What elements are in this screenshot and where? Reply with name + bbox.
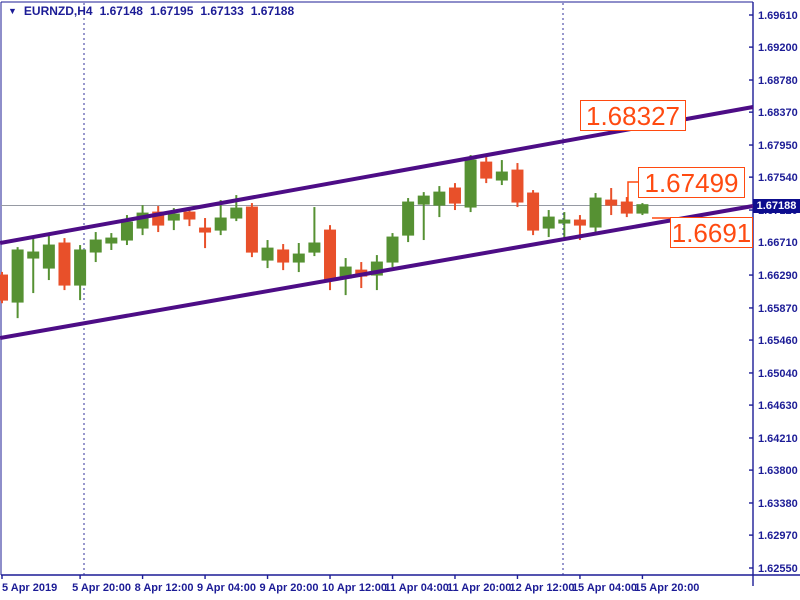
candle-bullish xyxy=(42,244,55,269)
candle-bullish xyxy=(136,212,149,229)
chevron-down-icon[interactable]: ▼ xyxy=(8,6,17,16)
ohlc-close: 1.67188 xyxy=(250,4,295,18)
candle-bearish xyxy=(199,227,212,233)
y-axis-label: 1.67950 xyxy=(758,140,798,152)
x-axis-label: 8 Apr 12:00 xyxy=(135,582,194,594)
candle-bullish xyxy=(11,249,24,303)
candle-bearish xyxy=(573,219,586,226)
candle-bearish xyxy=(183,211,196,220)
candle-bearish xyxy=(511,169,524,203)
candle-bullish xyxy=(542,216,555,229)
y-axis-label: 1.65040 xyxy=(758,368,798,380)
candle-bullish xyxy=(27,251,40,259)
x-axis-label: 12 Apr 12:00 xyxy=(509,582,574,594)
candle-bullish xyxy=(589,197,602,228)
y-axis-label: 1.68780 xyxy=(758,75,798,87)
candle-bearish xyxy=(277,249,290,263)
candle-bullish xyxy=(433,191,446,206)
candle-bearish xyxy=(527,192,540,231)
candle-bullish xyxy=(230,207,243,219)
candle-bullish xyxy=(105,237,118,244)
y-axis-label: 1.63800 xyxy=(758,465,798,477)
annotation-price-label-lower[interactable]: 1.6691 xyxy=(670,217,753,248)
y-axis-label: 1.69610 xyxy=(758,10,798,22)
chart-title: ▼ EURNZD,H4 1.67148 1.67195 1.67133 1.67… xyxy=(8,4,294,18)
candle-bullish xyxy=(120,221,133,241)
x-axis-label: 15 Apr 20:00 xyxy=(634,582,699,594)
candle-bullish xyxy=(558,219,571,224)
candle-bullish xyxy=(167,213,180,221)
x-axis-label: 9 Apr 04:00 xyxy=(197,582,256,594)
y-axis-label: 1.65460 xyxy=(758,335,798,347)
candle-bearish xyxy=(480,161,493,179)
candle-bearish xyxy=(620,201,633,214)
candle-bearish xyxy=(448,187,461,204)
candle-bearish xyxy=(0,274,8,301)
y-axis-label: 1.67540 xyxy=(758,172,798,184)
candle-bullish xyxy=(292,253,305,263)
y-axis-label: 1.62550 xyxy=(758,563,798,575)
candle-bullish xyxy=(89,239,102,253)
y-axis-label: 1.69200 xyxy=(758,42,798,54)
candle-bearish xyxy=(58,242,71,286)
y-axis-label: 1.65870 xyxy=(758,303,798,315)
ohlc-high: 1.67195 xyxy=(149,4,194,18)
y-axis-label: 1.66710 xyxy=(758,237,798,249)
candle-bullish xyxy=(370,261,383,276)
ohlc-open: 1.67148 xyxy=(99,4,143,18)
y-axis-label: 1.62970 xyxy=(758,530,798,542)
candle-bearish xyxy=(605,199,618,206)
candle-bearish xyxy=(324,229,337,281)
y-axis-label: 1.66290 xyxy=(758,270,798,282)
candle-bearish xyxy=(245,206,258,253)
candle-bullish xyxy=(402,201,415,236)
candle-bullish xyxy=(261,247,274,261)
channel-line-lower[interactable] xyxy=(0,204,754,340)
x-axis-label: 15 Apr 04:00 xyxy=(572,582,637,594)
candle-bullish xyxy=(464,159,477,208)
current-price-box: 1.67188 xyxy=(753,198,800,213)
y-axis-label: 1.68370 xyxy=(758,107,798,119)
x-axis-label: 10 Apr 12:00 xyxy=(322,582,387,594)
candle-bullish xyxy=(636,204,649,214)
x-axis-label: 5 Apr 20:00 xyxy=(72,582,131,594)
candle-bearish xyxy=(152,211,165,226)
candle-bullish xyxy=(495,171,508,181)
x-axis-label: 11 Apr 20:00 xyxy=(447,582,511,594)
x-axis-label: 9 Apr 20:00 xyxy=(260,582,319,594)
candle-bullish xyxy=(417,195,430,205)
candle-bullish xyxy=(214,217,227,231)
candle-bullish xyxy=(74,249,87,286)
candle-bullish xyxy=(386,236,399,263)
ohlc-low: 1.67133 xyxy=(200,4,244,18)
x-axis-label: 11 Apr 04:00 xyxy=(385,582,449,594)
annotation-price-label-middle[interactable]: 1.67499 xyxy=(638,167,745,198)
annotation-price-label-upper[interactable]: 1.68327 xyxy=(580,100,686,131)
x-axis-label: 5 Apr 2019 xyxy=(2,582,57,594)
y-axis-label: 1.64630 xyxy=(758,400,798,412)
y-axis-label: 1.63380 xyxy=(758,498,798,510)
annotation-leader-line xyxy=(627,181,638,203)
symbol-period-label: EURNZD,H4 xyxy=(23,4,93,18)
candle-bullish xyxy=(308,242,321,253)
y-axis-label: 1.64210 xyxy=(758,433,798,445)
